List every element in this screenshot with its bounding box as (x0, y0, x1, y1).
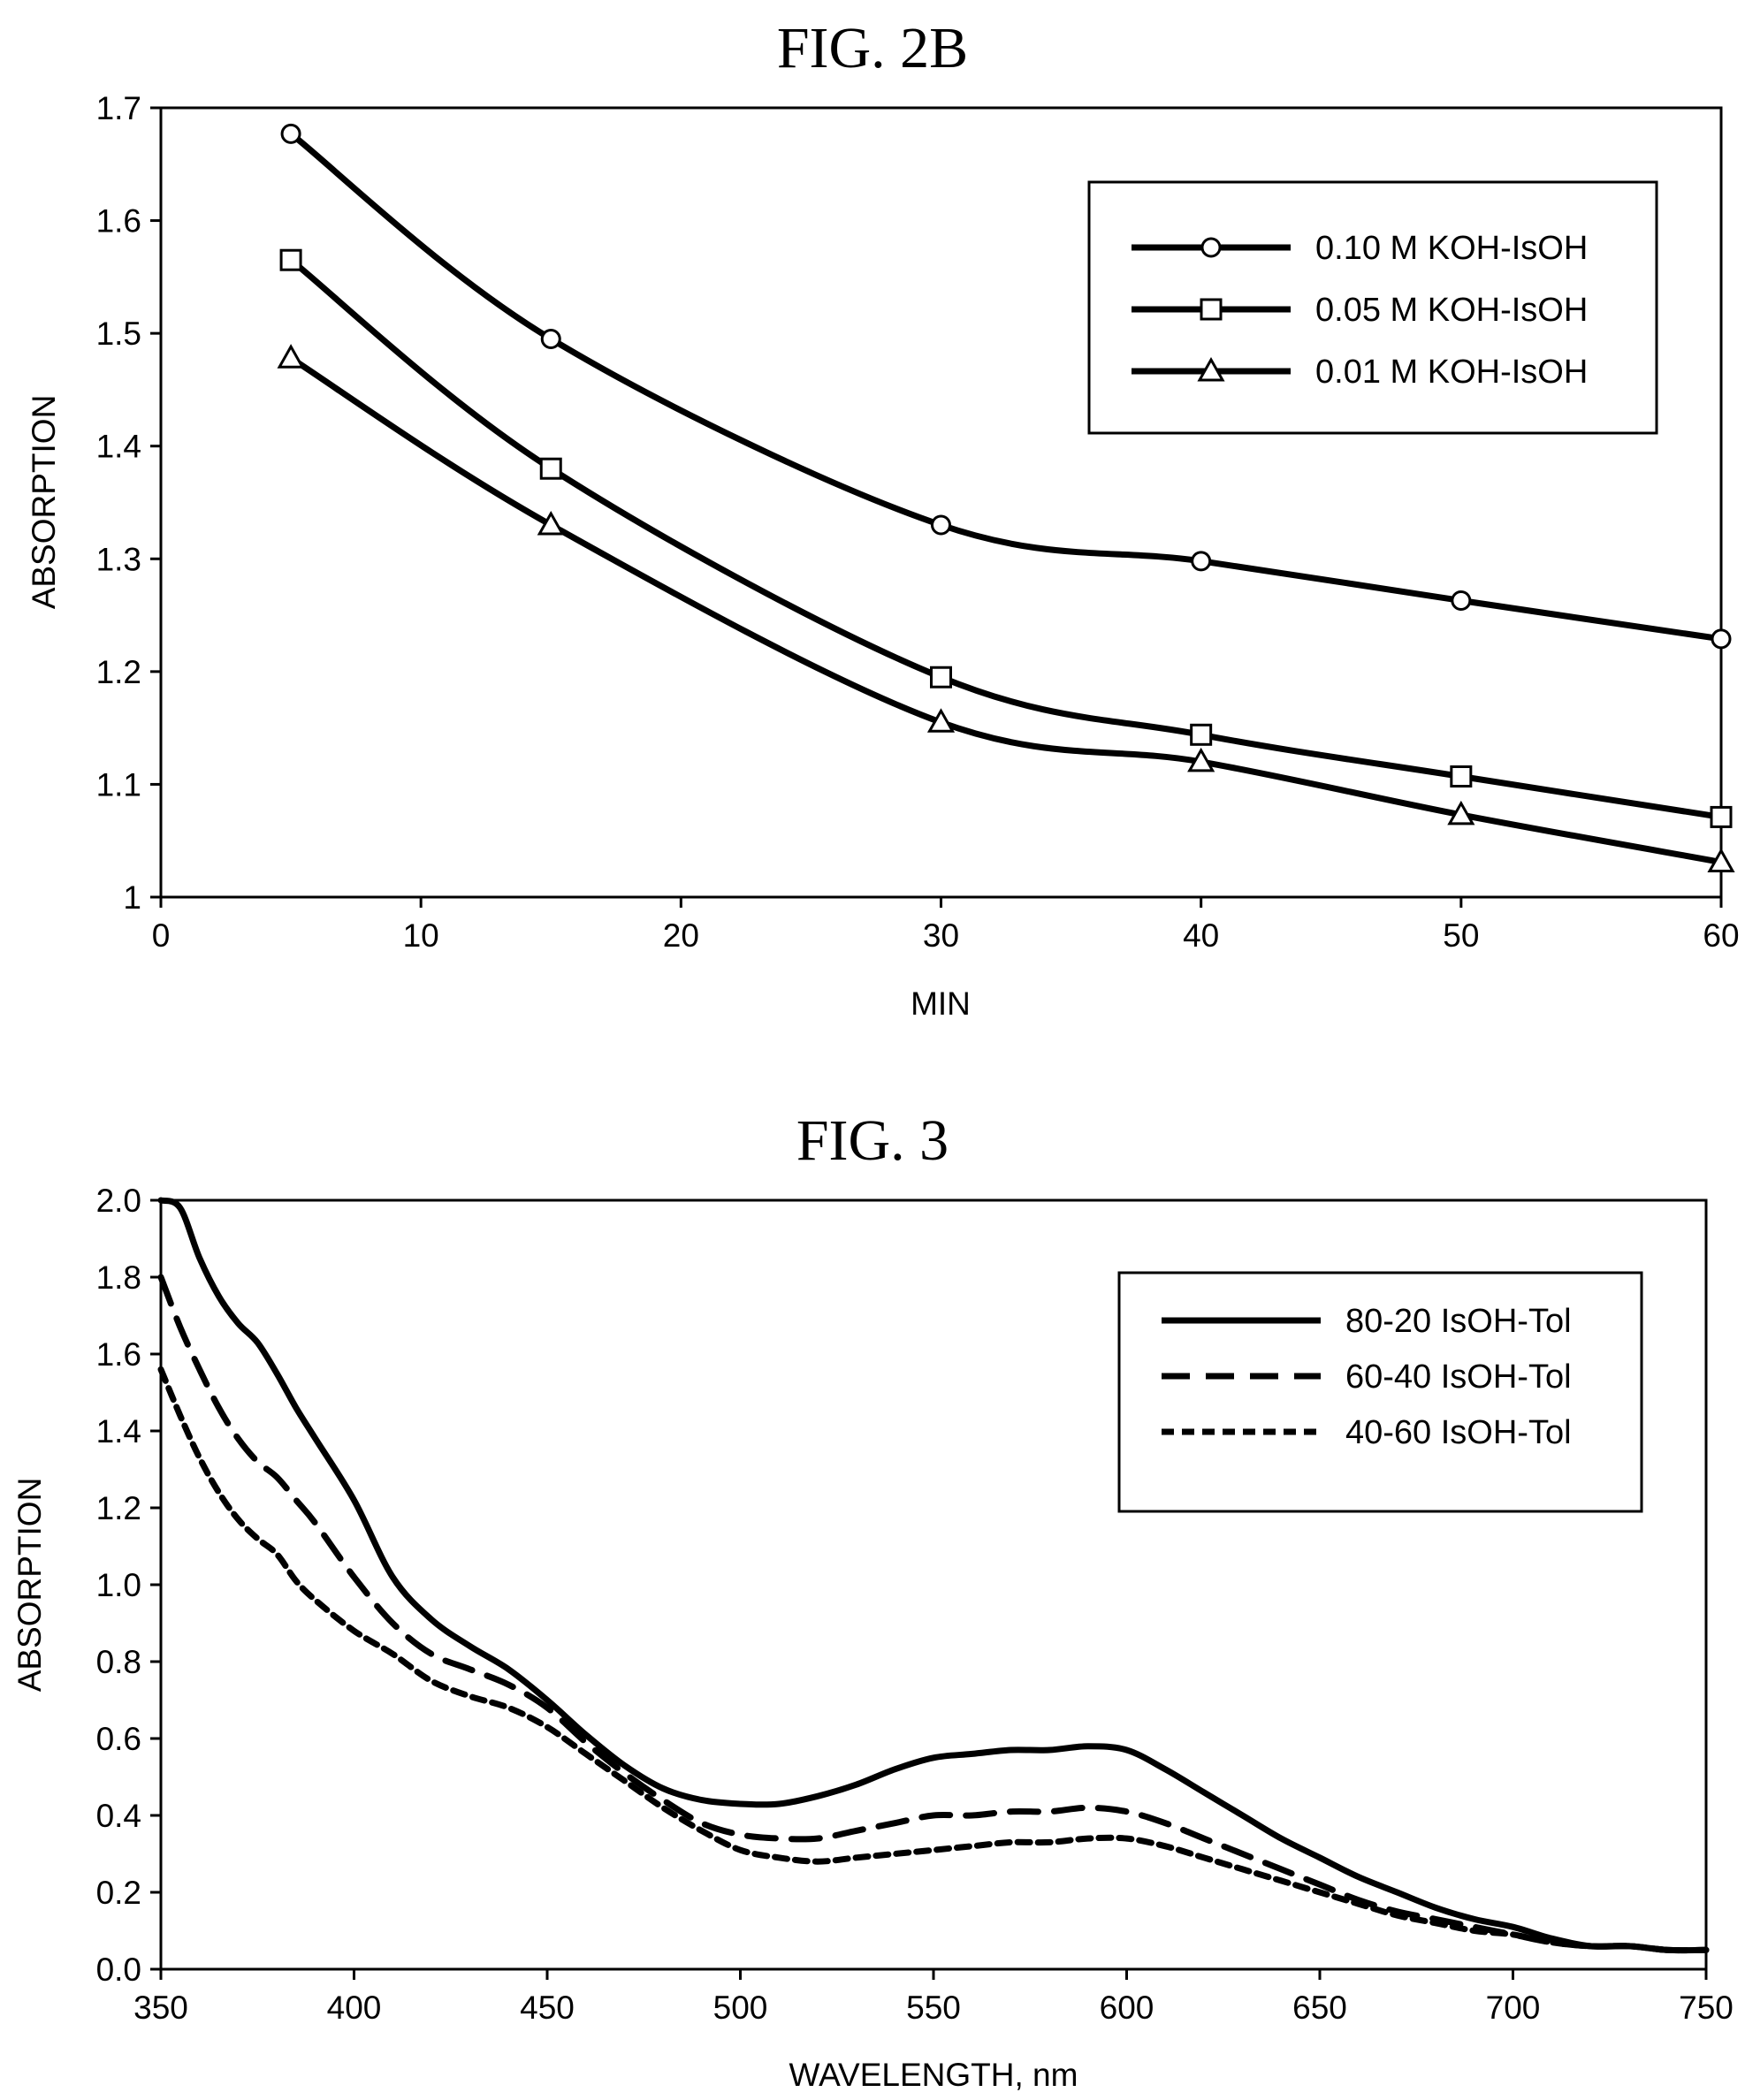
fig-2b-legend: 0.10 M KOH-IsOH 0.05 M KOH-IsOH 0.01 M K… (1087, 180, 1658, 435)
fig-3-y-axis-label: ABSORPTION (11, 1478, 48, 1693)
data-point-circle (540, 329, 561, 350)
fig-2b-chart: FIG. 2B 0 10 20 30 40 50 60 1 1.1 1.2 1.3 1.4 1.5 1.6… (26, 16, 1740, 1022)
fig-2b-legend-items (1132, 237, 1291, 382)
data-point-square (930, 666, 952, 689)
data-point-square (279, 248, 302, 271)
x-tick-label: 20 (663, 917, 699, 954)
legend-marker-square (1200, 298, 1223, 321)
data-point-circle (280, 123, 301, 144)
y-tick-label: 0.8 (96, 1644, 141, 1680)
fig-3-title: FIG. 3 (796, 1108, 949, 1173)
data-point-square (1710, 805, 1733, 828)
data-point-square (1190, 723, 1213, 746)
x-tick-label: 30 (923, 917, 959, 954)
x-tick-label: 400 (327, 1990, 382, 2026)
fig-3-legend-label-2: 60-40 IsOH-Tol (1345, 1358, 1572, 1396)
y-tick-label: 0.0 (96, 1952, 141, 1988)
y-tick-label: 1.2 (96, 654, 141, 690)
x-tick-label: 700 (1486, 1990, 1541, 2026)
y-tick-label: 0.4 (96, 1798, 141, 1834)
data-point-triangle (1707, 848, 1735, 872)
series-line-2 (287, 256, 1725, 820)
x-tick-label: 600 (1100, 1990, 1154, 2026)
y-tick-label: 1.8 (96, 1259, 141, 1296)
fig-3-x-axis-label: WAVELENGTH, nm (789, 2057, 1078, 2093)
x-tick-label: 750 (1679, 1990, 1734, 2026)
fig-2b-series-group (277, 123, 1735, 872)
series-line-3 (287, 354, 1725, 865)
y-tick-label: 1.7 (96, 90, 141, 126)
y-tick-label: 1.3 (96, 541, 141, 577)
data-point-circle (931, 514, 951, 536)
fig-2b-legend-label-2: 0.05 M KOH-IsOH (1315, 292, 1588, 329)
fig-3-legend-box (1117, 1271, 1643, 1513)
data-point-square (539, 457, 562, 480)
data-point-circle (1451, 590, 1472, 611)
y-tick-label: 1.5 (96, 316, 141, 352)
y-tick-label: 1.1 (96, 766, 141, 803)
fig-3-legend-items (1162, 1317, 1321, 1435)
y-tick-label: 1.0 (96, 1567, 141, 1603)
x-tick-label: 500 (713, 1990, 768, 2026)
data-point-triangle (1447, 800, 1475, 826)
data-point-circle (1711, 628, 1732, 650)
y-tick-label: 1.2 (96, 1490, 141, 1526)
y-tick-label: 0.2 (96, 1875, 141, 1911)
fig-2b-legend-label-3: 0.01 M KOH-IsOH (1315, 354, 1588, 391)
data-point-circle (1191, 551, 1212, 572)
fig-2b-legend-label-1: 0.10 M KOH-IsOH (1315, 230, 1588, 267)
fig-3-chart: FIG. 3 350 400 450 500 550 600 650 700 750 0.0 0.2… (11, 1108, 1734, 2093)
data-point-triangle (537, 510, 565, 536)
series-line-1 (157, 1197, 1710, 1954)
fig-3-axes: 350 400 450 500 550 600 650 700 750 0.0 0.2 0.4 0.6 0… (96, 1183, 1734, 2026)
x-tick-label: 60 (1703, 917, 1739, 954)
fig-3-series-group (157, 1197, 1710, 1954)
x-tick-label: 550 (906, 1990, 961, 2026)
y-tick-label: 0.6 (96, 1721, 141, 1757)
x-tick-label: 350 (133, 1990, 188, 2026)
data-point-triangle (926, 708, 956, 733)
series-line-1 (287, 130, 1725, 643)
x-tick-label: 50 (1443, 917, 1479, 954)
data-point-triangle (277, 344, 305, 369)
x-tick-label: 650 (1292, 1990, 1347, 2026)
y-tick-label: 1 (123, 879, 141, 916)
fig-3-legend-label-3: 40-60 IsOH-Tol (1345, 1414, 1572, 1451)
legend-marker-triangle (1197, 356, 1225, 382)
x-tick-label: 450 (520, 1990, 575, 2026)
y-tick-label: 1.4 (96, 1413, 141, 1449)
y-tick-label: 2.0 (96, 1183, 141, 1219)
fig-2b-title: FIG. 2B (777, 16, 968, 80)
y-tick-label: 1.4 (96, 429, 141, 465)
series-line-2 (157, 1274, 1710, 1954)
fig-2b-y-axis-label: ABSORPTION (26, 395, 62, 610)
legend-marker-circle (1200, 237, 1222, 258)
fig-2b-x-axis-label: MIN (911, 985, 971, 1022)
data-point-triangle (1187, 747, 1215, 772)
y-tick-label: 1.6 (96, 1336, 141, 1373)
x-tick-label: 0 (152, 917, 171, 954)
fig-2b-axes: 0 10 20 30 40 50 60 1 1.1 1.2 1.3 1.4 1.5 1.6 1.7 (96, 90, 1740, 954)
series-line-3 (157, 1366, 1710, 1954)
fig-3-legend-label-1: 80-20 IsOH-Tol (1345, 1303, 1572, 1340)
data-point-square (1450, 765, 1473, 788)
x-tick-label: 10 (403, 917, 439, 954)
fig-3-legend: 80-20 IsOH-Tol 60-40 IsOH-Tol 40-60 IsOH… (1117, 1271, 1643, 1513)
x-tick-label: 40 (1183, 917, 1219, 954)
y-tick-label: 1.6 (96, 203, 141, 240)
